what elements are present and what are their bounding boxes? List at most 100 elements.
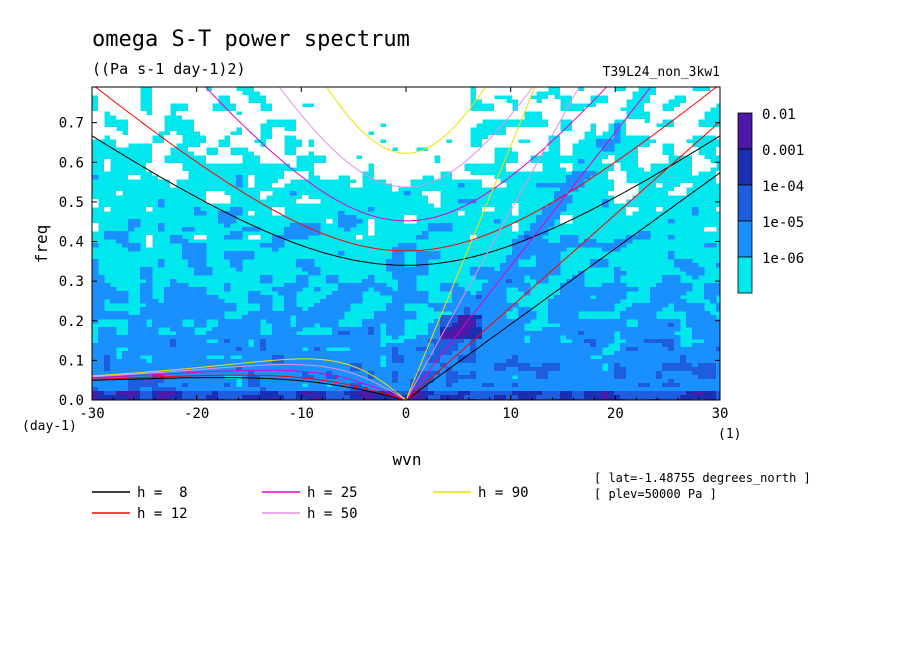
- heatmap-cell: [320, 371, 327, 376]
- heatmap-cell: [518, 367, 525, 372]
- heatmap-cell: [716, 127, 720, 132]
- heatmap-cell: [164, 351, 171, 356]
- heatmap-cell: [158, 107, 165, 112]
- heatmap-cell: [548, 123, 555, 128]
- heatmap-cell: [326, 135, 333, 140]
- heatmap-cell: [416, 355, 423, 360]
- heatmap-cell: [140, 331, 147, 336]
- heatmap-cell: [512, 371, 519, 376]
- heatmap-cell: [386, 311, 393, 316]
- heatmap-cell: [110, 91, 117, 96]
- heatmap-cell: [440, 339, 447, 344]
- heatmap-cell: [668, 363, 675, 368]
- heatmap-cell: [440, 223, 447, 228]
- heatmap-cell: [134, 363, 141, 368]
- heatmap-cell: [428, 343, 435, 348]
- heatmap-cell: [626, 211, 633, 216]
- heatmap-cell: [542, 115, 549, 120]
- heatmap-cell: [710, 127, 717, 132]
- heatmap-cell: [608, 87, 615, 92]
- heatmap-cell: [296, 359, 303, 364]
- heatmap-cell: [164, 291, 171, 296]
- heatmap-cell: [374, 331, 381, 336]
- heatmap-cell: [584, 111, 591, 116]
- heatmap-cell: [482, 155, 489, 160]
- heatmap-cell: [716, 367, 720, 372]
- heatmap-cell: [266, 275, 273, 280]
- heatmap-cell: [392, 91, 399, 96]
- heatmap-cell: [152, 167, 159, 172]
- heatmap-cell: [590, 239, 597, 244]
- heatmap-cell: [176, 295, 183, 300]
- heatmap-cell: [182, 255, 189, 260]
- heatmap-cell: [332, 103, 339, 108]
- heatmap-cell: [446, 315, 453, 320]
- heatmap-cell: [686, 323, 693, 328]
- heatmap-cell: [482, 343, 489, 348]
- heatmap-cell: [410, 143, 417, 148]
- heatmap-cell: [590, 375, 597, 380]
- heatmap-cell: [596, 127, 603, 132]
- heatmap-cell: [476, 323, 483, 328]
- heatmap-cell: [104, 95, 111, 100]
- heatmap-cell: [128, 355, 135, 360]
- heatmap-cell: [458, 355, 465, 360]
- heatmap-cell: [152, 387, 159, 392]
- heatmap-cell: [506, 275, 513, 280]
- dispersion-curve: [94, 87, 718, 252]
- heatmap-cell: [614, 319, 621, 324]
- heatmap-cell: [374, 383, 381, 388]
- heatmap-cell: [530, 331, 537, 336]
- heatmap-cell: [584, 95, 591, 100]
- heatmap-cell: [602, 299, 609, 304]
- heatmap-cell: [416, 271, 423, 276]
- heatmap-cell: [686, 319, 693, 324]
- heatmap-cell: [686, 183, 693, 188]
- heatmap-cell: [248, 315, 255, 320]
- heatmap-cell: [146, 127, 153, 132]
- heatmap-cell: [698, 155, 705, 160]
- heatmap-cell: [518, 135, 525, 140]
- heatmap-cell: [530, 311, 537, 316]
- heatmap-cell: [668, 375, 675, 380]
- heatmap-cell: [356, 335, 363, 340]
- heatmap-cell: [488, 351, 495, 356]
- heatmap-cell: [296, 119, 303, 124]
- heatmap-cell: [482, 291, 489, 296]
- heatmap-cell: [128, 343, 135, 348]
- heatmap-cell: [116, 115, 123, 120]
- heatmap-cell: [314, 115, 321, 120]
- heatmap-cell: [320, 391, 327, 396]
- heatmap-cell: [644, 339, 651, 344]
- heatmap-cell: [608, 379, 615, 384]
- heatmap-cell: [350, 359, 357, 364]
- heatmap-cell: [308, 99, 315, 104]
- heatmap-cell: [680, 139, 687, 144]
- heatmap-cell: [140, 359, 147, 364]
- heatmap-cell: [476, 87, 483, 92]
- heatmap-cell: [278, 331, 285, 336]
- heatmap-cell: [230, 219, 237, 224]
- heatmap-cell: [320, 363, 327, 368]
- legend: h = 8h = 12h = 25h = 50h = 90: [92, 485, 529, 522]
- heatmap-cell: [632, 359, 639, 364]
- heatmap-cell: [524, 251, 531, 256]
- heatmap-cell: [602, 115, 609, 120]
- heatmap-cell: [200, 107, 207, 112]
- heatmap-cell: [284, 231, 291, 236]
- heatmap-cell: [560, 111, 567, 116]
- heatmap-cell: [338, 115, 345, 120]
- heatmap-cell: [626, 91, 633, 96]
- heatmap-cell: [320, 343, 327, 348]
- heatmap-cell: [320, 303, 327, 308]
- heatmap-cell: [248, 379, 255, 384]
- heatmap-cell: [230, 351, 237, 356]
- heatmap-cell: [554, 123, 561, 128]
- heatmap-cell: [500, 139, 507, 144]
- heatmap-cell: [356, 383, 363, 388]
- heatmap-cell: [590, 119, 597, 124]
- heatmap-cell: [680, 395, 687, 400]
- heatmap-cell: [278, 323, 285, 328]
- heatmap-cell: [626, 339, 633, 344]
- heatmap-cell: [476, 395, 483, 400]
